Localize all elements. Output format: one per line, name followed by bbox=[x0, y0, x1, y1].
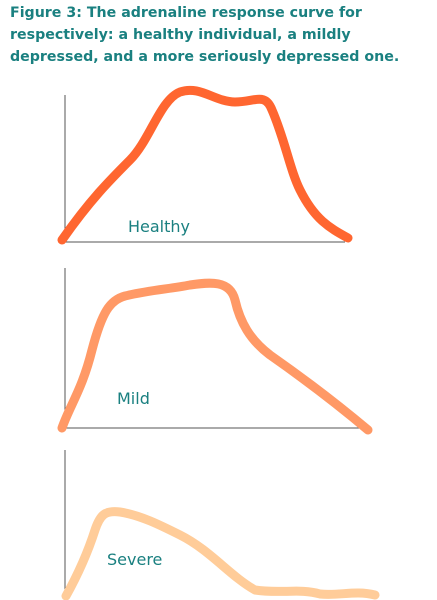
curve bbox=[61, 507, 380, 600]
figure-title: Figure 3: The adrenaline response curve … bbox=[10, 2, 399, 68]
title-line: respectively: a healthy individual, a mi… bbox=[10, 27, 351, 43]
panel-healthy: Healthy bbox=[57, 85, 353, 245]
panel-label: Mild bbox=[117, 389, 150, 408]
axis bbox=[64, 268, 365, 429]
panel-label: Severe bbox=[107, 550, 162, 569]
curve bbox=[57, 85, 353, 245]
title-line: Figure 3: The adrenaline response curve … bbox=[10, 5, 362, 21]
panel-mild: Mild bbox=[57, 268, 373, 435]
axis bbox=[64, 95, 345, 243]
curve bbox=[57, 278, 373, 435]
title-line: depressed, and a more seriously depresse… bbox=[10, 49, 400, 65]
panel-severe: Severe bbox=[61, 450, 380, 600]
panel-label: Healthy bbox=[128, 217, 190, 236]
